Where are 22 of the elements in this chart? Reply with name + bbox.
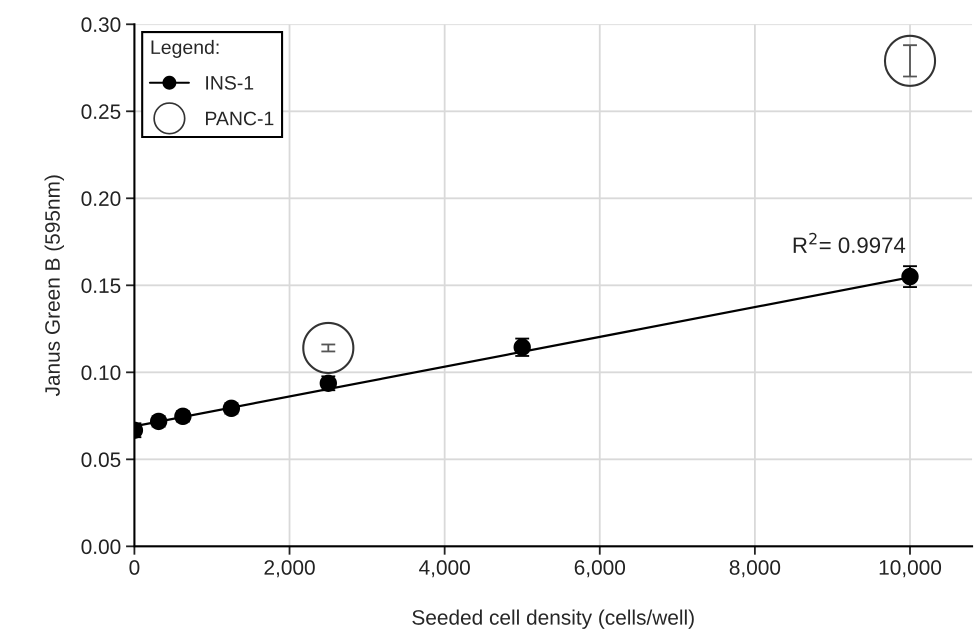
y-tick-label: 0.25 <box>81 104 120 120</box>
annotation: R$^{2}$= 0.9974 <box>794 232 906 254</box>
x-tick-label: 0 <box>129 560 140 575</box>
y-tick-label: 0.05 <box>81 452 120 468</box>
x-tick-label: 8,000 <box>730 560 780 578</box>
y-tick-label: 0.20 <box>81 191 120 206</box>
legend-label: INS-1 <box>206 76 254 90</box>
y-tick-label: 0.30 <box>81 17 120 32</box>
y-tick-label: 0.00 <box>81 539 120 554</box>
y-axis-title: Janus Green B (595nm) <box>44 175 64 396</box>
y-tick-label: 0.15 <box>81 278 120 294</box>
point <box>174 408 192 426</box>
legend-label: PANC-1 <box>206 112 274 126</box>
x-tick-label: 4,000 <box>419 560 470 578</box>
point <box>222 400 240 418</box>
y-tick-label: 0.10 <box>81 365 120 380</box>
x-tick-label: 2,000 <box>264 560 315 578</box>
point <box>150 412 168 430</box>
x-tick-label: 10,000 <box>880 560 942 578</box>
x-tick-label: 6,000 <box>574 560 626 578</box>
x-axis-title: Seeded cell density (cells/well) <box>412 610 694 629</box>
legend-title: Legend: <box>152 40 218 58</box>
